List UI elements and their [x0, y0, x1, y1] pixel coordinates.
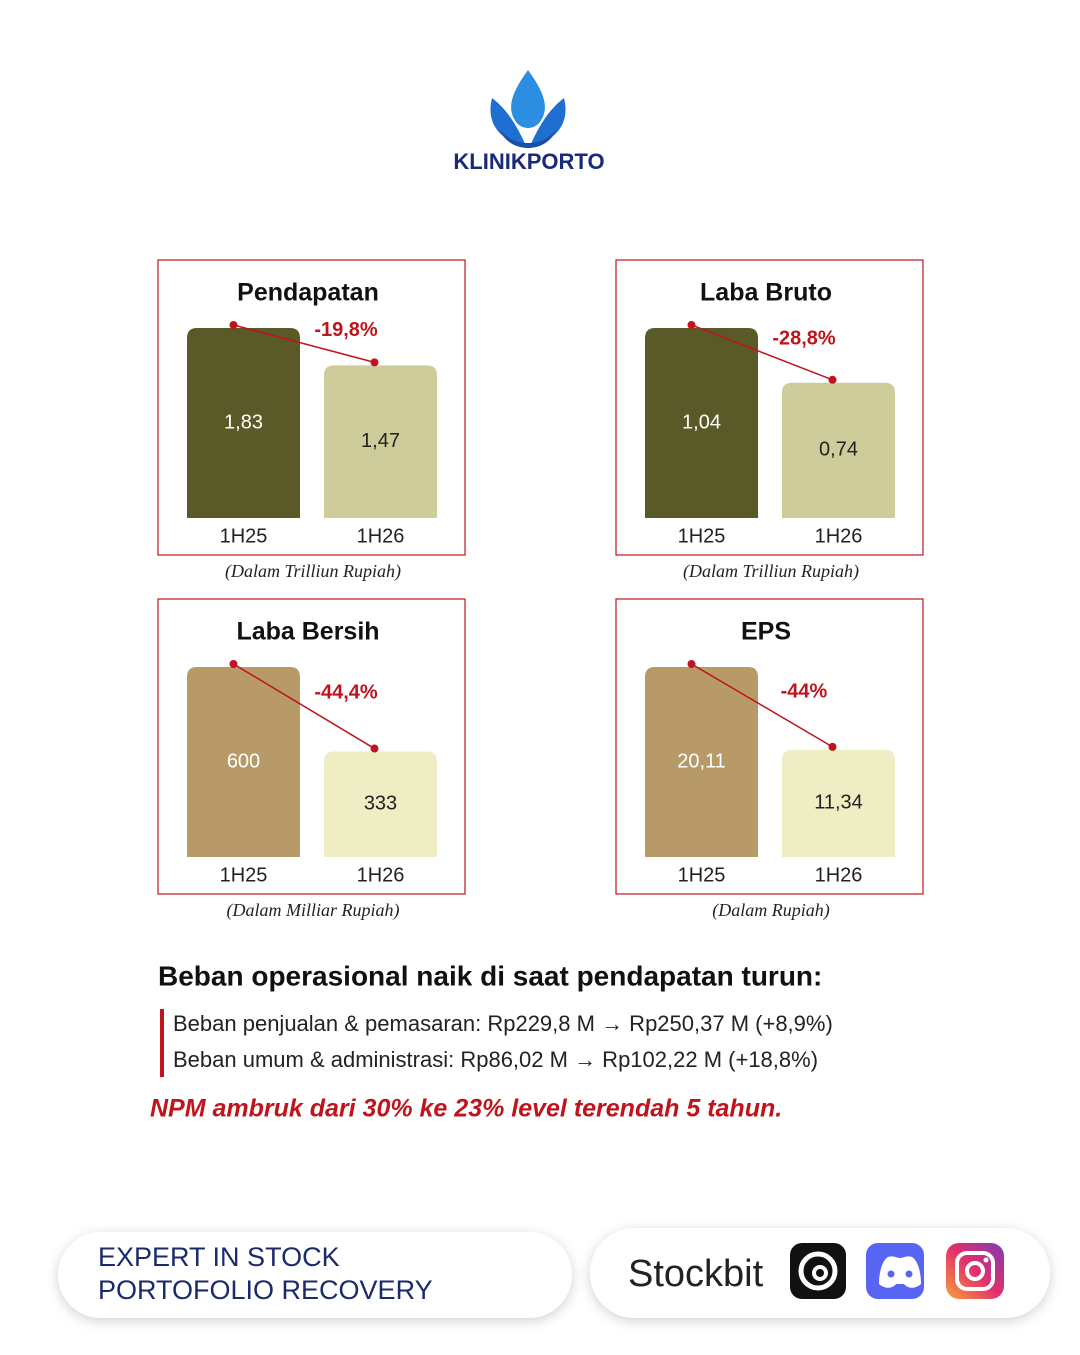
brand-name: KLINIKPORTO	[453, 149, 604, 174]
notes-heading: Beban operasional naik di saat pendapata…	[158, 960, 822, 991]
chart-frame	[157, 259, 466, 556]
note-item: Beban penjualan & pemasaran: Rp229,8 M →…	[173, 1011, 833, 1036]
instagram-icon[interactable]	[946, 1243, 1004, 1299]
value-label: 600	[227, 750, 260, 772]
chart-frame	[615, 598, 924, 895]
change-label: -28,8%	[772, 328, 836, 350]
bar	[645, 328, 758, 518]
value-label: 1,83	[224, 411, 263, 433]
bar	[324, 365, 437, 518]
chart-caption: (Dalam Trilliun Rupiah)	[225, 561, 401, 582]
trend-dot	[828, 742, 837, 751]
value-label: 1,04	[682, 411, 721, 433]
x-tick-label: 1H26	[357, 525, 405, 547]
bar	[782, 382, 895, 518]
trend-dot	[687, 660, 696, 668]
trend-line	[691, 663, 833, 748]
bullet-bar	[160, 1009, 164, 1077]
change-label: -44,4%	[314, 682, 378, 704]
trend-dot	[370, 744, 379, 753]
value-label: 20,11	[677, 750, 726, 772]
x-tick-label: 1H26	[815, 525, 863, 547]
x-tick-label: 1H26	[357, 864, 405, 886]
chart-frame	[615, 259, 924, 556]
bar	[324, 751, 437, 857]
trend-dot	[687, 321, 696, 329]
trend-line	[233, 663, 375, 750]
chart-title: Laba Bersih	[236, 618, 379, 646]
tagline-pill	[58, 1232, 572, 1318]
logo: KLINIKPORTO	[453, 70, 605, 174]
bar	[782, 749, 895, 857]
trend-dot	[229, 321, 238, 329]
tagline: EXPERT IN STOCK	[98, 1242, 340, 1272]
value-label: 0,74	[819, 439, 858, 461]
bar	[187, 667, 300, 857]
x-tick-label: 1H26	[815, 864, 863, 886]
threads-icon[interactable]	[790, 1243, 846, 1299]
value-label: 1,47	[361, 430, 400, 452]
chart-title: EPS	[741, 618, 791, 646]
chart-caption: (Dalam Rupiah)	[712, 900, 829, 921]
change-label: -44%	[781, 681, 828, 703]
x-tick-label: 1H25	[678, 864, 726, 886]
discord-icon[interactable]	[866, 1243, 924, 1299]
trend-dot	[828, 375, 837, 384]
bar	[187, 328, 300, 518]
bar	[645, 667, 758, 857]
x-tick-label: 1H25	[678, 525, 726, 547]
value-label: 333	[364, 793, 397, 815]
trend-line	[233, 324, 375, 364]
value-label: 11,34	[814, 792, 863, 814]
x-tick-label: 1H25	[220, 864, 268, 886]
tagline: PORTOFOLIO RECOVERY	[98, 1275, 433, 1305]
trend-line	[691, 324, 833, 381]
partner-name[interactable]: Stockbit	[628, 1253, 764, 1295]
chart-caption: (Dalam Trilliun Rupiah)	[683, 561, 859, 582]
x-tick-label: 1H25	[220, 525, 268, 547]
trend-dot	[229, 660, 238, 668]
chart-caption: (Dalam Milliar Rupiah)	[227, 900, 400, 921]
chart-title: Pendapatan	[237, 279, 379, 307]
note-item: Beban umum & administrasi: Rp86,02 M → R…	[173, 1047, 818, 1072]
chart-frame	[157, 598, 466, 895]
change-label: -19,8%	[314, 319, 378, 341]
highlight: NPM ambruk dari 30% ke 23% level terenda…	[150, 1095, 782, 1123]
trend-dot	[370, 358, 379, 367]
chart-title: Laba Bruto	[700, 279, 832, 307]
